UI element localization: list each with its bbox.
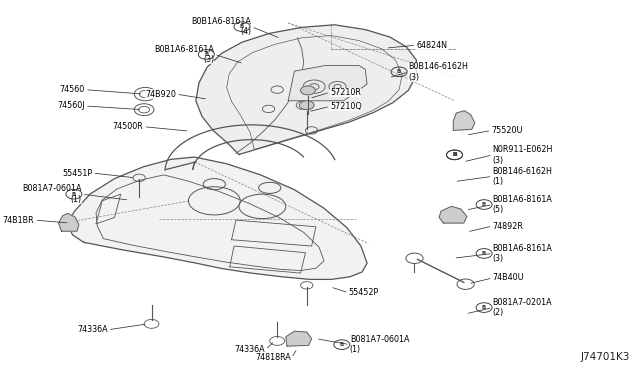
Text: B081A7-0201A
(2): B081A7-0201A (2): [493, 298, 552, 317]
Polygon shape: [58, 214, 79, 231]
Text: 57210Q: 57210Q: [330, 102, 362, 111]
Circle shape: [301, 86, 316, 95]
Text: 74B40U: 74B40U: [493, 273, 524, 282]
Text: B: B: [72, 192, 76, 197]
Text: 55451P: 55451P: [62, 169, 92, 177]
Text: 74560: 74560: [60, 85, 85, 94]
Circle shape: [300, 101, 314, 110]
Text: 74B920: 74B920: [145, 90, 176, 99]
Text: B0B146-6162H
(3): B0B146-6162H (3): [408, 62, 468, 81]
Text: N: N: [452, 153, 457, 157]
Text: 57210R: 57210R: [330, 88, 361, 97]
Text: B: B: [452, 153, 457, 157]
Text: N0R911-E062H
(3): N0R911-E062H (3): [493, 145, 553, 164]
Text: 74336A: 74336A: [235, 345, 266, 354]
Text: B0B1A6-8161A
(3): B0B1A6-8161A (3): [154, 45, 214, 64]
Polygon shape: [196, 25, 417, 154]
Polygon shape: [453, 111, 475, 131]
Text: J74701K3: J74701K3: [580, 352, 630, 362]
Text: B0B1A6-8161A
(4): B0B1A6-8161A (4): [191, 17, 252, 36]
Text: 74336A: 74336A: [77, 325, 108, 334]
Text: 74892R: 74892R: [493, 221, 524, 231]
Text: B: B: [204, 52, 209, 57]
Text: B081A7-0601A
(1): B081A7-0601A (1): [22, 185, 82, 204]
Text: B: B: [482, 305, 486, 310]
Text: B: B: [340, 342, 344, 347]
Text: B: B: [397, 69, 401, 74]
Text: B081A7-0601A
(1): B081A7-0601A (1): [350, 335, 410, 354]
Text: 74560J: 74560J: [58, 102, 85, 110]
Text: B: B: [482, 202, 486, 207]
Text: 64824N: 64824N: [417, 41, 447, 50]
Text: B0B1A6-8161A
(5): B0B1A6-8161A (5): [493, 195, 552, 214]
Polygon shape: [286, 331, 312, 346]
Text: 75520U: 75520U: [492, 126, 523, 135]
Text: 74818RA: 74818RA: [255, 353, 291, 362]
Polygon shape: [68, 157, 367, 279]
Text: B0B146-6162H
(1): B0B146-6162H (1): [493, 167, 552, 186]
Text: B0B1A6-8161A
(3): B0B1A6-8161A (3): [493, 244, 552, 263]
Text: B: B: [240, 24, 244, 29]
Text: B: B: [482, 251, 486, 256]
Text: 74B1BR: 74B1BR: [3, 216, 35, 225]
Polygon shape: [288, 65, 367, 101]
Text: 55452P: 55452P: [349, 288, 379, 297]
Text: 74500R: 74500R: [113, 122, 143, 131]
Polygon shape: [439, 206, 467, 223]
